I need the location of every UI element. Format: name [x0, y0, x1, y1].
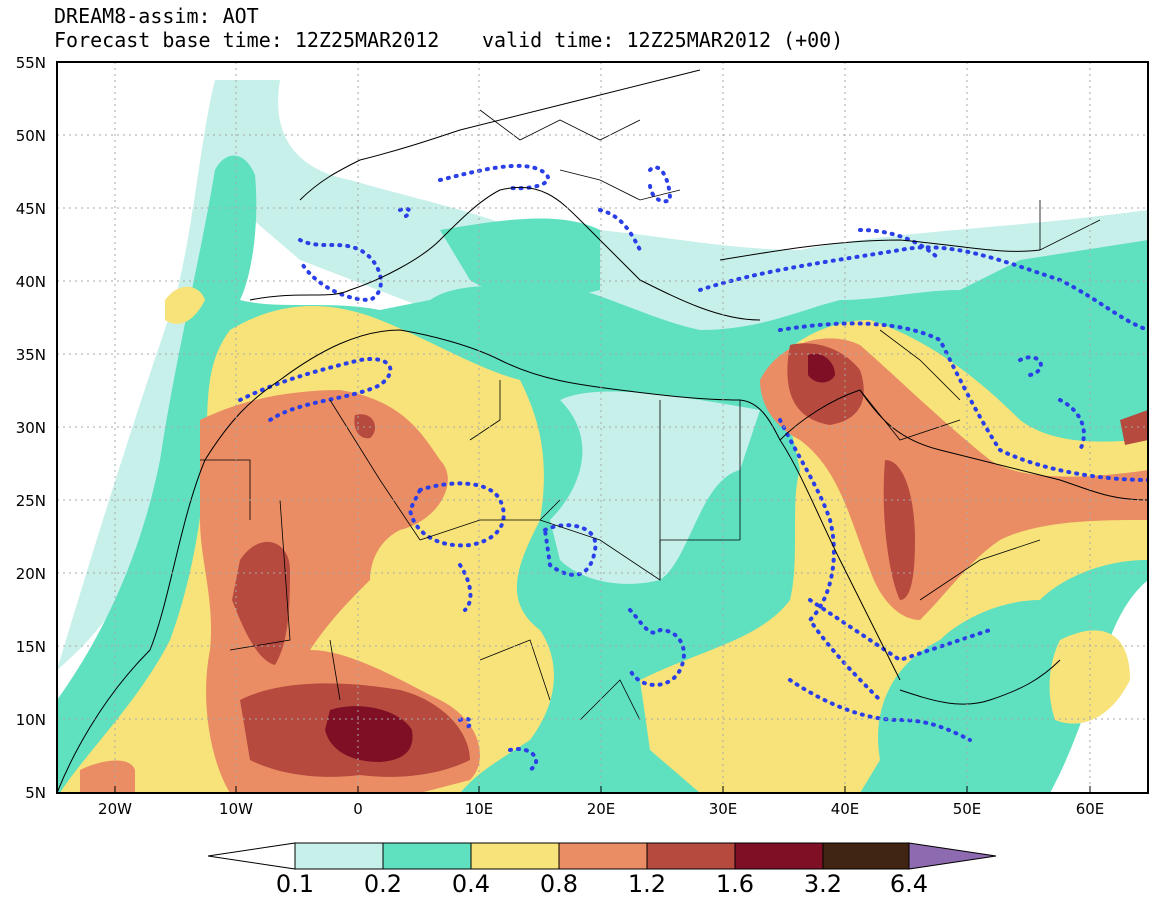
forecast-base-time: Forecast base time: 12Z25MAR2012 — [54, 28, 440, 52]
map-grid — [57, 62, 1148, 793]
map-border — [56, 61, 1149, 794]
colorbar-label: 0.8 — [539, 870, 579, 898]
colorbar-label: 0.2 — [363, 870, 403, 898]
colorbar-low-arrow — [207, 842, 296, 870]
colorbar-swatch-0.4 — [470, 842, 560, 870]
colorbar-label: 6.4 — [889, 870, 929, 898]
lon-label: 30E — [708, 800, 738, 818]
lat-label: 40N — [15, 273, 46, 291]
colorbar-label: 3.2 — [803, 870, 843, 898]
colorbar — [207, 842, 997, 870]
lon-label: 10E — [464, 800, 494, 818]
colorbar-swatch-1.6 — [734, 842, 824, 870]
colorbar-label: 1.2 — [627, 870, 667, 898]
lat-label: 50N — [15, 127, 46, 145]
map-title: DREAM8-assim: AOT — [54, 4, 259, 28]
colorbar-label: 0.4 — [451, 870, 491, 898]
lon-label: 20W — [98, 800, 132, 818]
colorbar-swatch-0.1 — [294, 842, 384, 870]
lat-label: 15N — [15, 638, 46, 656]
coastlines — [57, 69, 1148, 793]
colorbar-swatch-0.2 — [382, 842, 472, 870]
colorbar-swatch-0.8 — [558, 842, 648, 870]
valid-time: valid time: 12Z25MAR2012 (+00) — [482, 28, 844, 52]
lon-label: 40E — [830, 800, 860, 818]
colorbar-swatch-3.2 — [822, 842, 910, 870]
colorbar-swatch-1.2 — [646, 842, 736, 870]
lat-label: 30N — [15, 419, 46, 437]
lon-label: 10W — [219, 800, 253, 818]
lat-label: 25N — [15, 492, 46, 510]
lat-label: 10N — [15, 711, 46, 729]
colorbar-label: 1.6 — [715, 870, 755, 898]
axis-ticks — [114, 786, 1091, 793]
lon-label: 0 — [353, 800, 363, 818]
lon-label: 50E — [952, 800, 982, 818]
colorbar-label: 0.1 — [275, 870, 315, 898]
lat-label: 45N — [15, 200, 46, 218]
aot-1.6-band — [325, 353, 835, 762]
lon-label: 60E — [1075, 800, 1105, 818]
lat-label: 20N — [15, 565, 46, 583]
lon-label: 20E — [586, 800, 616, 818]
lat-label: 5N — [25, 784, 46, 802]
lat-label: 55N — [15, 54, 46, 72]
colorbar-high-arrow — [908, 842, 997, 870]
lat-label: 35N — [15, 346, 46, 364]
